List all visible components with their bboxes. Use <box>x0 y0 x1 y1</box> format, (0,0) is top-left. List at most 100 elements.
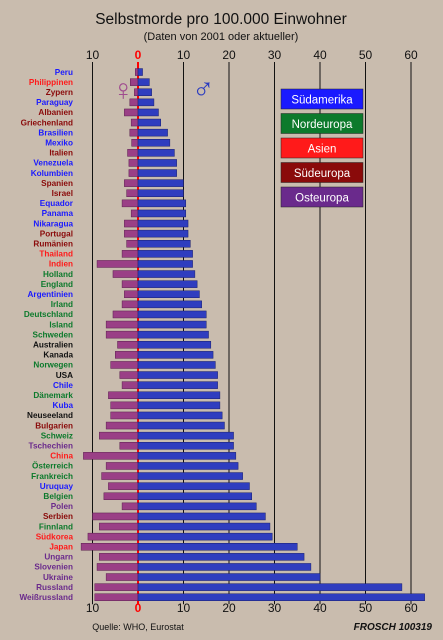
country-label: USA <box>56 371 73 380</box>
female-bar <box>124 108 139 117</box>
female-bar <box>99 553 139 561</box>
country-label: Kuba <box>53 401 74 410</box>
female-bar <box>124 219 139 228</box>
female-bar <box>96 260 139 268</box>
tick-label-bottom: 0 <box>135 601 142 615</box>
female-bar <box>121 199 139 208</box>
country-label: Australien <box>33 341 73 350</box>
legend-label: Osteuropa <box>295 193 349 205</box>
female-bar <box>128 169 139 177</box>
tick-label-top: 20 <box>222 48 236 62</box>
chart-subtitle: (Daten von 2001 oder aktueller) <box>144 31 299 43</box>
male-bar <box>137 593 425 601</box>
country-label: Japan <box>49 543 73 552</box>
male-bar <box>137 381 218 389</box>
country-label: Venezuela <box>33 159 73 168</box>
male-bar <box>137 128 168 137</box>
male-bar <box>137 98 155 107</box>
male-bar <box>137 139 171 147</box>
female-bar <box>105 421 139 430</box>
female-bar <box>105 573 139 581</box>
female-bar <box>121 280 139 288</box>
female-bar <box>105 320 139 329</box>
female-bar <box>87 532 139 541</box>
country-label: Nikaragua <box>33 219 73 228</box>
female-bar <box>124 179 139 187</box>
female-bar <box>110 411 139 420</box>
female-bar <box>115 351 139 359</box>
country-label: Albanien <box>38 108 73 117</box>
country-label: Israel <box>52 189 73 198</box>
male-bar <box>137 401 221 410</box>
female-bar <box>108 391 139 399</box>
male-bar <box>137 553 305 561</box>
tick-label-top: 40 <box>313 48 327 62</box>
legend-swatch <box>280 162 364 183</box>
tick-label-top: 0 <box>135 48 142 62</box>
country-label: Chile <box>53 381 73 390</box>
male-bar <box>137 78 150 86</box>
country-label: Bulgarien <box>35 421 73 430</box>
country-label: China <box>50 452 73 461</box>
male-bar <box>137 219 189 228</box>
male-bar <box>137 108 159 117</box>
female-bar <box>121 502 139 511</box>
country-label: Neuseeland <box>27 411 73 420</box>
country-labels: PeruPhilippinenZypernParaguayAlbanienGri… <box>19 68 73 602</box>
country-label: Ukraine <box>43 573 73 582</box>
country-label: Italien <box>49 149 73 158</box>
tick-label-top: 60 <box>404 48 418 62</box>
source-note: Quelle: WHO, Eurostat <box>92 622 184 632</box>
male-bar <box>137 452 237 460</box>
male-bar <box>137 502 257 511</box>
country-label: Zypern <box>46 88 73 97</box>
country-label: Schweiz <box>41 431 73 440</box>
country-label: Mexiko <box>45 139 73 148</box>
female-bar <box>101 472 139 480</box>
female-bar <box>119 442 139 450</box>
female-bar <box>124 229 139 238</box>
male-bar <box>137 543 298 551</box>
male-bar <box>137 179 184 187</box>
country-label: Kanada <box>43 351 73 360</box>
axis-ticks: 10 10 0 0 10 10 20 20 30 30 40 40 50 50 60 60 <box>86 48 418 615</box>
female-bar <box>130 209 139 218</box>
male-bar <box>137 462 239 470</box>
male-bar <box>137 240 191 248</box>
male-bar <box>137 189 184 197</box>
female-bar <box>134 88 139 96</box>
country-label: Paraguay <box>36 98 73 107</box>
country-label: Russland <box>36 583 73 592</box>
country-label: Philippinen <box>29 78 73 87</box>
tick-label-top: 10 <box>86 48 100 62</box>
male-bar <box>137 472 243 480</box>
male-bar <box>137 270 196 278</box>
female-bar <box>80 543 139 551</box>
legend-swatch <box>280 186 364 208</box>
male-bar <box>137 68 143 76</box>
bars <box>80 68 425 601</box>
male-bar <box>137 361 216 369</box>
male-bar <box>137 199 187 208</box>
female-bar <box>128 159 139 167</box>
female-bar <box>105 462 139 470</box>
country-label: Ungarn <box>44 553 73 562</box>
male-bar <box>137 330 209 339</box>
country-label: Finnland <box>39 522 73 531</box>
country-label: Argentinien <box>28 290 74 299</box>
country-label: Indien <box>49 260 73 269</box>
male-bar <box>137 88 152 96</box>
tick-label-bottom: 40 <box>313 601 327 615</box>
male-bar <box>137 583 403 591</box>
male-bar <box>137 300 202 309</box>
legend-swatch <box>280 137 364 159</box>
country-label: Island <box>49 320 73 329</box>
female-bar <box>126 189 139 197</box>
male-bar <box>137 442 234 450</box>
male-bar <box>137 411 223 420</box>
male-bar <box>137 421 225 430</box>
female-bar <box>124 290 139 298</box>
country-label: Österreich <box>32 461 73 471</box>
female-bar <box>129 128 139 137</box>
